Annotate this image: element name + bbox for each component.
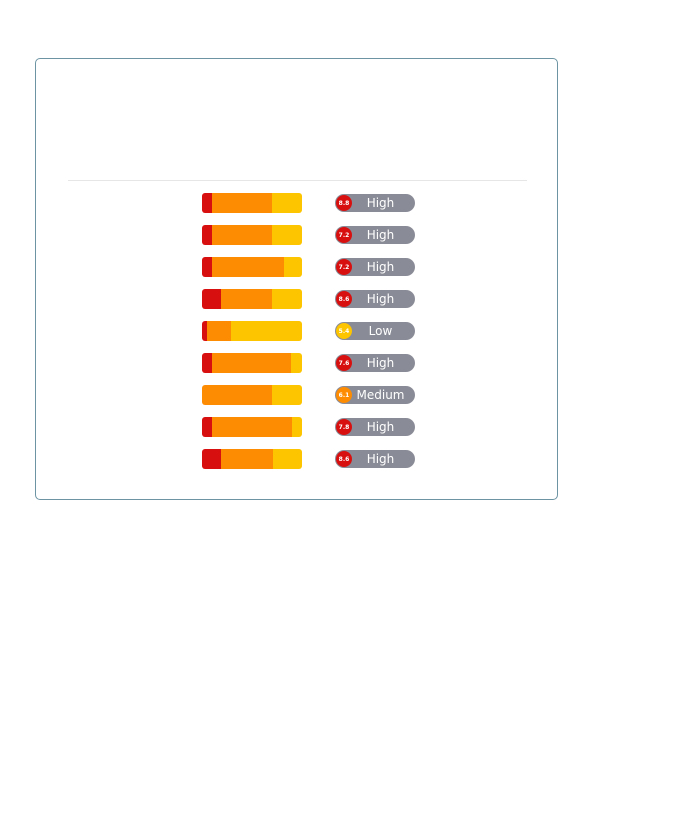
- critical-segment: [202, 289, 221, 309]
- risk-row: 7.2 High: [202, 225, 462, 245]
- low-segment: [272, 225, 302, 245]
- risk-distribution-bar: [202, 417, 302, 437]
- risk-row: 7.8 High: [202, 417, 462, 437]
- risk-level-label: High: [366, 292, 395, 306]
- low-segment: [272, 385, 302, 405]
- high-segment: [212, 193, 272, 213]
- risk-score: 7.2: [336, 259, 352, 275]
- low-segment: [284, 257, 302, 277]
- high-segment: [207, 321, 231, 341]
- risk-distribution-bar: [202, 257, 302, 277]
- high-segment: [221, 289, 272, 309]
- high-segment: [212, 353, 291, 373]
- low-segment: [273, 449, 302, 469]
- critical-segment: [202, 321, 207, 341]
- risk-level-badge: 6.1 Medium: [335, 386, 415, 404]
- risk-level-badge: 7.8 High: [335, 418, 415, 436]
- risk-level-badge: 7.2 High: [335, 258, 415, 276]
- risk-level-badge: 5.4 Low: [335, 322, 415, 340]
- low-segment: [272, 289, 302, 309]
- risk-row: 5.4 Low: [202, 321, 462, 341]
- critical-segment: [202, 417, 212, 437]
- risk-list: 8.8 High 7.2 High 7.2 High 8.6 High 5.4 Low 7.6 Hig…: [202, 193, 462, 481]
- risk-row: 7.2 High: [202, 257, 462, 277]
- risk-level-badge: 7.2 High: [335, 226, 415, 244]
- risk-distribution-bar: [202, 385, 302, 405]
- risk-level-label: High: [366, 356, 395, 370]
- high-segment: [212, 417, 292, 437]
- risk-score: 8.6: [336, 291, 352, 307]
- critical-segment: [202, 353, 212, 373]
- risk-level-badge: 8.8 High: [335, 194, 415, 212]
- high-segment: [212, 225, 272, 245]
- high-segment: [202, 385, 272, 405]
- risk-score: 7.2: [336, 227, 352, 243]
- risk-level-badge: 8.6 High: [335, 450, 415, 468]
- low-segment: [272, 193, 302, 213]
- risk-score: 5.4: [336, 323, 352, 339]
- risk-distribution-bar: [202, 289, 302, 309]
- risk-distribution-bar: [202, 225, 302, 245]
- critical-segment: [202, 225, 212, 245]
- risk-level-label: High: [366, 228, 395, 242]
- risk-score: 7.8: [336, 419, 352, 435]
- risk-row: 8.6 High: [202, 449, 462, 469]
- risk-card: 8.8 High 7.2 High 7.2 High 8.6 High 5.4 Low 7.6 Hig…: [35, 58, 558, 500]
- low-segment: [231, 321, 302, 341]
- low-segment: [291, 353, 302, 373]
- risk-row: 8.8 High: [202, 193, 462, 213]
- risk-level-label: High: [366, 196, 395, 210]
- risk-level-label: Medium: [356, 388, 405, 402]
- critical-segment: [202, 257, 212, 277]
- risk-level-badge: 8.6 High: [335, 290, 415, 308]
- high-segment: [221, 449, 273, 469]
- risk-score: 8.6: [336, 451, 352, 467]
- critical-segment: [202, 449, 221, 469]
- divider: [68, 180, 527, 181]
- risk-row: 7.6 High: [202, 353, 462, 373]
- risk-level-label: High: [366, 420, 395, 434]
- risk-level-label: High: [366, 260, 395, 274]
- critical-segment: [202, 193, 212, 213]
- risk-level-label: High: [366, 452, 395, 466]
- risk-score: 6.1: [336, 387, 352, 403]
- low-segment: [292, 417, 302, 437]
- risk-distribution-bar: [202, 449, 302, 469]
- risk-row: 8.6 High: [202, 289, 462, 309]
- risk-distribution-bar: [202, 353, 302, 373]
- risk-distribution-bar: [202, 193, 302, 213]
- risk-row: 6.1 Medium: [202, 385, 462, 405]
- high-segment: [212, 257, 284, 277]
- risk-score: 8.8: [336, 195, 352, 211]
- risk-score: 7.6: [336, 355, 352, 371]
- risk-level-label: Low: [368, 324, 393, 338]
- risk-distribution-bar: [202, 321, 302, 341]
- risk-level-badge: 7.6 High: [335, 354, 415, 372]
